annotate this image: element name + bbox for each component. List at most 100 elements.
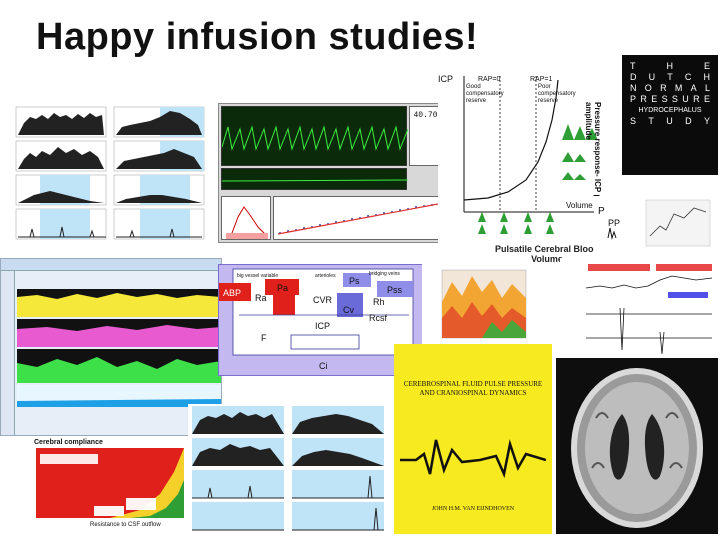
slide-title: Happy infusion studies! xyxy=(36,16,479,58)
book-title: CEREBROSPINAL FLUID PULSE PRESSURE AND C… xyxy=(403,380,543,397)
pa-box xyxy=(265,279,299,295)
big-vessel-note: big vessel variable xyxy=(237,273,278,279)
wave-plot-6 xyxy=(113,174,205,206)
pp-annotation-panel: P PP xyxy=(594,196,718,254)
dutch-study-letter: P xyxy=(630,94,637,104)
compliance-curve-svg: Cerebral compliance Resistance to CSF ou… xyxy=(34,439,184,528)
wave-plot-1 xyxy=(15,106,107,138)
pp-label: PP xyxy=(608,218,620,228)
dutch-study-letter: M xyxy=(674,83,683,93)
dutch-study-letter: U xyxy=(648,72,656,82)
ps-label: Ps xyxy=(349,276,360,286)
icp-axis-label: ICP xyxy=(438,74,453,84)
dutch-study-letter: D xyxy=(685,116,692,126)
dutch-study-letter: Y xyxy=(703,116,710,126)
bottom-plot-2 xyxy=(292,406,384,434)
icp-monitor-panel: 40.70 xyxy=(218,103,445,243)
monitor-main-value: 40.70 xyxy=(413,111,438,120)
bottom-plot-4 xyxy=(292,438,384,466)
bottom-plot-7 xyxy=(192,502,284,531)
book-authors: JOHN H.M. VAN EIJNDHOVEN xyxy=(431,506,515,512)
monitor-readout: 40.70 xyxy=(409,106,442,166)
pss-label: Pss xyxy=(387,285,403,295)
dutch-study-letter: T xyxy=(630,61,636,71)
icp-node-label: ICP xyxy=(315,321,330,331)
waveform-grid-bottom-svg xyxy=(192,406,384,531)
wave-plot-4 xyxy=(113,140,205,172)
peak-diagram-svg xyxy=(441,269,527,339)
dutch-study-letter: S xyxy=(671,94,678,104)
volume-axis-label: Volume xyxy=(566,201,593,210)
dutch-study-letter: D xyxy=(630,72,637,82)
waveform-grid-bottom xyxy=(188,404,388,536)
wave-plot-5 xyxy=(15,174,107,206)
channel-yellow xyxy=(17,289,221,317)
dutch-study-cover: T H E D U T C H N O R M A L P R E S S U R E HYDROCEPHALUS S T U D Y xyxy=(622,55,718,175)
wave-plot-2 xyxy=(113,106,205,138)
peak-diagram-panel xyxy=(422,262,532,344)
csf-circuit-diagram: ABP Pa Ra CVR Ps Pss Rh Cv Rcsf ICP F Ci… xyxy=(218,264,424,376)
pp-annotation-svg: P PP xyxy=(598,199,711,247)
poor-reserve-label: Poor compensatory reserve xyxy=(538,84,576,104)
trace-panel-svg xyxy=(585,264,713,355)
good-reserve-label: Good compensatory reserve xyxy=(466,84,504,104)
channel-green xyxy=(17,349,221,383)
dutch-study-letter: R xyxy=(693,94,700,104)
abp-label: ABP xyxy=(223,288,241,298)
rap1-label: RAP=1 xyxy=(530,76,552,83)
pulsatile-volume-label: Pulsatile Cerebral Blood Volume xyxy=(494,244,600,264)
dutch-study-letter: HYDROCEPHALUS xyxy=(638,107,702,114)
dutch-study-letter: L xyxy=(704,83,710,93)
rap0-label: RAP=0 xyxy=(478,76,500,83)
f-label: F xyxy=(261,333,267,343)
bridging-veins-note: bridging veins xyxy=(369,271,400,277)
dutch-study-letter: H xyxy=(666,61,673,71)
dutch-study-letter: S xyxy=(661,94,668,104)
book-waveform xyxy=(400,439,546,479)
p-label: P xyxy=(598,206,605,217)
dutch-study-letter: H xyxy=(703,72,711,82)
response-peaks-right xyxy=(562,124,598,180)
monitor-small-plot xyxy=(221,196,271,240)
channel-magenta xyxy=(17,319,221,347)
ra-label: Ra xyxy=(255,293,267,303)
dutch-study-letter: N xyxy=(630,83,637,93)
channel-cyan xyxy=(17,385,221,407)
bottom-plot-8 xyxy=(292,502,384,531)
abp-box xyxy=(219,283,251,301)
dutch-study-letter: T xyxy=(648,116,654,126)
rcsf-label: Rcsf xyxy=(369,313,387,323)
dutch-study-letter: O xyxy=(644,83,652,93)
arterioles-note: arterioles xyxy=(315,273,336,279)
rap-compliance-chart: ICP RAP=0 RAP=1 Volume xyxy=(438,74,598,234)
dutch-study-letter: S xyxy=(630,116,637,126)
dutch-study-title: T H E D U T C H N O R M A L P R E S S U R E HYDROCEPHALUS S T U D Y xyxy=(630,61,712,127)
cerebral-compliance-chart: Cerebral compliance Resistance to CSF ou… xyxy=(30,436,188,528)
dutch-study-letter: U xyxy=(682,94,689,104)
dutch-study-letter: A xyxy=(690,83,697,93)
software-toolbar xyxy=(1,259,221,271)
multichannel-software-panel xyxy=(0,258,222,436)
dutch-study-letter: R xyxy=(640,94,647,104)
cv-box xyxy=(337,293,363,317)
ci-label: Ci xyxy=(319,361,328,371)
wave-plot-7 xyxy=(15,208,107,240)
wave-plot-8 xyxy=(113,208,205,240)
dutch-study-letter: C xyxy=(684,72,692,82)
dutch-study-letter: T xyxy=(667,72,673,82)
monitor-waveform-area xyxy=(221,106,409,166)
waveform-grid-chart xyxy=(15,106,205,240)
cvr-label: CVR xyxy=(313,295,333,305)
software-sidebar xyxy=(1,271,15,435)
pa-label: Pa xyxy=(277,283,288,293)
brain-mri-svg xyxy=(571,368,703,528)
waveform-grid-panel xyxy=(10,103,210,248)
monitor-small-plot-svg xyxy=(225,206,269,239)
pressure-volume-curve xyxy=(463,79,559,201)
